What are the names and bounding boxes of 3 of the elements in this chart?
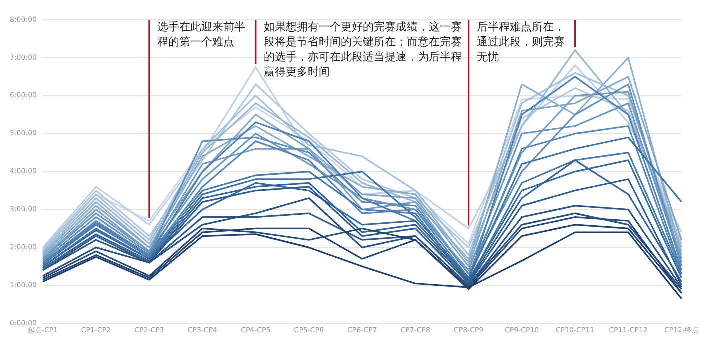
- ref-line-label: 如果想拥有一个更好的完赛成绩，这一赛段将是节省时间的关键所在；而意在完赛的选手，亦可在此段适当提速，为后半程赢得更多时间: [264, 20, 462, 78]
- ref-line-label: 后半程难点所在，通过此段，则完赛无忧: [476, 20, 565, 64]
- ref-line-label: 选手在此迎来前半程的第一个难点: [157, 20, 246, 48]
